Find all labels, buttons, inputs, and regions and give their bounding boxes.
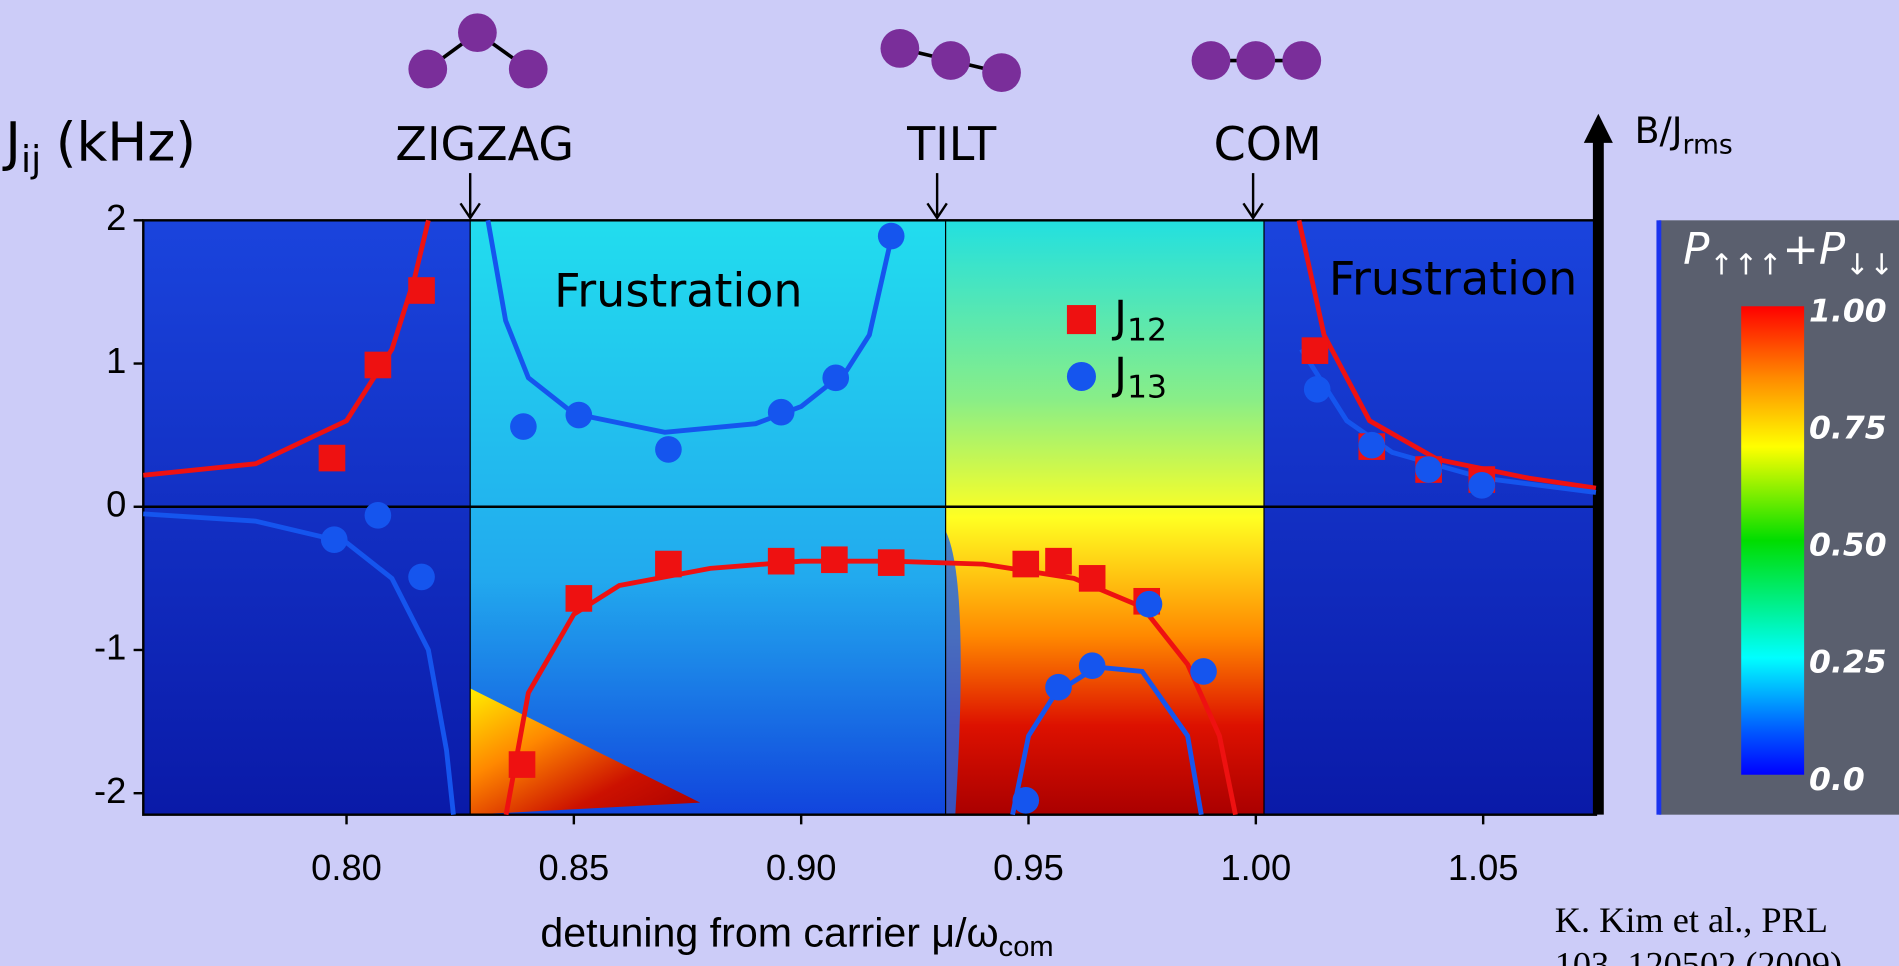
data-point <box>1302 337 1329 364</box>
data-point <box>408 277 435 304</box>
x-tick-label: 1.00 <box>1221 847 1292 888</box>
y-axis-label: Jij(kHz) <box>2 111 196 181</box>
data-point <box>1012 787 1039 814</box>
annotation: COM <box>1214 117 1322 171</box>
data-point <box>321 526 348 553</box>
data-point <box>1045 548 1072 575</box>
field-arrowhead <box>1584 114 1613 143</box>
data-point <box>768 399 795 426</box>
annotation: ZIGZAG <box>395 117 574 171</box>
molecule-icons <box>408 13 1321 92</box>
legend-marker <box>1067 305 1096 334</box>
data-point <box>1415 456 1442 483</box>
data-point <box>1045 674 1072 701</box>
x-tick-label: 0.95 <box>993 847 1064 888</box>
region-label: Frustration <box>1329 252 1577 306</box>
colorbar: P↑↑↑+P↓↓↓ 1.000.750.500.250.0 <box>1656 220 1899 814</box>
heat-region <box>1264 220 1596 814</box>
data-point <box>768 548 795 575</box>
data-point <box>655 436 682 463</box>
data-point <box>655 551 682 578</box>
data-point <box>365 352 392 379</box>
citation: 103, 120502 (2009) <box>1555 945 1842 966</box>
x-tick-label: 1.05 <box>1448 847 1519 888</box>
colorbar-tick-label: 0.50 <box>1809 528 1887 564</box>
colorbar-edge <box>1656 220 1661 814</box>
data-point <box>509 751 536 778</box>
data-point <box>1079 565 1106 592</box>
colorbar-gradient <box>1741 306 1804 774</box>
colorbar-tick-label: 0.0 <box>1809 762 1865 798</box>
data-point <box>1358 432 1385 459</box>
data-point <box>822 365 849 392</box>
data-point <box>1304 376 1331 403</box>
legend-marker <box>1067 362 1096 391</box>
y-tick-label: 1 <box>106 340 126 381</box>
data-point <box>1468 472 1495 499</box>
data-point <box>510 413 537 440</box>
data-point <box>1190 658 1217 685</box>
region-label: Frustration <box>554 264 802 318</box>
data-point <box>408 564 435 591</box>
data-point <box>319 445 346 472</box>
x-tick-label: 0.90 <box>766 847 837 888</box>
x-tick-label: 0.80 <box>311 847 382 888</box>
data-point <box>365 502 392 529</box>
x-tick-label: 0.85 <box>539 847 610 888</box>
data-point <box>878 223 905 250</box>
y2-axis-label: B/Jrms <box>1635 109 1733 160</box>
data-point <box>566 402 593 429</box>
data-point <box>566 585 593 612</box>
colorbar-tick-label: 1.00 <box>1809 293 1887 329</box>
data-point <box>821 546 848 573</box>
annotation: TILT <box>906 117 997 171</box>
data-point <box>878 549 905 576</box>
citation: K. Kim et al., PRL <box>1555 900 1828 940</box>
data-point <box>1136 591 1163 618</box>
x-axis-label: detuning from carrier μ/ωcom <box>540 910 1053 963</box>
colorbar-tick-label: 0.75 <box>1809 410 1887 446</box>
heatmap <box>143 220 1596 814</box>
y-tick-label: 0 <box>106 483 126 524</box>
y-tick-label: 2 <box>106 197 126 238</box>
data-point <box>1079 652 1106 679</box>
y-tick-label: -1 <box>94 627 126 668</box>
y-tick-label: -2 <box>94 770 126 811</box>
colorbar-tick-label: 0.25 <box>1809 645 1887 681</box>
data-point <box>1012 551 1039 578</box>
